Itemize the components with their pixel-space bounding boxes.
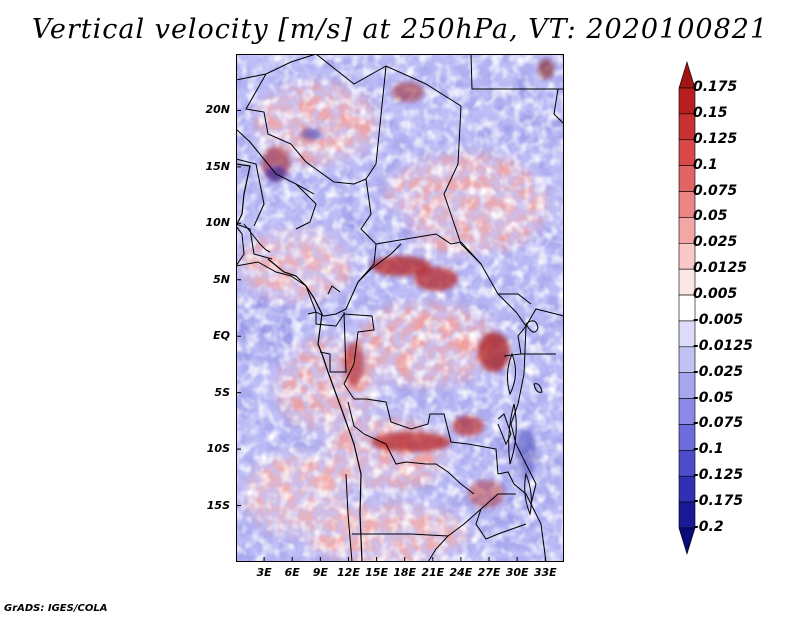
- lat-label: 5S: [214, 385, 230, 399]
- lat-label: 10S: [206, 442, 230, 456]
- colorbar-label: 0.15: [693, 104, 728, 121]
- lon-label: 33E: [533, 566, 557, 579]
- lon-label: 9E: [312, 566, 328, 579]
- lon-label: 27E: [477, 566, 501, 579]
- colorbar-label: -0.075: [693, 415, 744, 432]
- colorbar-label: 0.025: [693, 234, 738, 251]
- colorbar-label: 0.075: [693, 182, 738, 199]
- lat-label: 5N: [213, 272, 230, 286]
- colorbar-label: -0.125: [693, 467, 744, 484]
- lon-label: 15E: [365, 566, 388, 579]
- colorbar-label: 0.125: [693, 130, 738, 147]
- colorbar-label: -0.1: [693, 441, 724, 458]
- colorbar-label: 0.1: [693, 156, 718, 173]
- colorbar-label: -0.0125: [693, 337, 753, 354]
- colorbar-label: -0.2: [693, 519, 724, 535]
- axis-ticks: [236, 109, 546, 562]
- vertical-velocity-map: [236, 54, 564, 562]
- colorbar-label: -0.175: [693, 493, 744, 510]
- map-panel: [236, 54, 564, 562]
- lon-label: 18E: [393, 566, 417, 579]
- colorbar-label: 0.05: [693, 208, 728, 225]
- colorbar-swatches: [678, 60, 696, 556]
- lat-label: 15N: [205, 159, 230, 173]
- lat-label: EQ: [213, 329, 230, 343]
- lat-label: 10N: [205, 216, 230, 230]
- lon-label: 30E: [505, 566, 529, 579]
- colorbar-label: -0.025: [693, 363, 744, 380]
- colorbar-label: 0.0125: [693, 260, 748, 277]
- map-frame: [236, 54, 564, 562]
- lon-label: 12E: [337, 566, 360, 579]
- colorbar-swatch: [678, 527, 696, 556]
- coastline: [236, 163, 363, 562]
- lat-label: 20N: [205, 103, 230, 117]
- field-texture-white: [236, 54, 564, 562]
- colorbar-label: -0.05: [693, 389, 734, 406]
- colorbar-label: 0.005: [693, 286, 738, 303]
- convective-cells: [262, 59, 554, 508]
- colorbar-label: 0.175: [693, 79, 738, 95]
- footer-credit: GrADS: IGES/COLA: [4, 603, 108, 614]
- political-borders: [236, 54, 564, 562]
- colorbar-label: -0.005: [693, 311, 744, 328]
- great-lakes: [506, 320, 543, 516]
- lon-label: 6E: [284, 566, 300, 579]
- lon-label: 21E: [421, 566, 445, 579]
- chart-title: Vertical velocity [m/s] at 250hPa, VT: 2…: [31, 14, 769, 45]
- lon-label: 3E: [256, 566, 272, 579]
- lat-label: 15S: [206, 498, 230, 512]
- lon-label: 24E: [449, 566, 473, 579]
